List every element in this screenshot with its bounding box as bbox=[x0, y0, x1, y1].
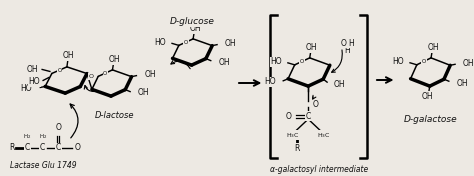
Text: H: H bbox=[348, 39, 354, 48]
Text: H: H bbox=[345, 46, 350, 55]
Text: O: O bbox=[313, 100, 319, 109]
Text: $\mathregular{H_3C}$: $\mathregular{H_3C}$ bbox=[286, 131, 300, 140]
Text: C: C bbox=[306, 112, 311, 121]
Text: O: O bbox=[340, 39, 346, 48]
Text: $\mathregular{H_2}$: $\mathregular{H_2}$ bbox=[23, 132, 31, 141]
Text: O: O bbox=[300, 59, 304, 64]
Text: OH: OH bbox=[144, 70, 156, 79]
Text: HO: HO bbox=[155, 38, 166, 47]
Text: O: O bbox=[55, 123, 61, 132]
Text: OH: OH bbox=[63, 51, 75, 60]
Text: $\mathregular{H_3C}$: $\mathregular{H_3C}$ bbox=[317, 131, 330, 140]
Text: O: O bbox=[89, 74, 94, 79]
Text: HO: HO bbox=[392, 57, 404, 66]
Text: $\mathregular{H_2}$: $\mathregular{H_2}$ bbox=[38, 132, 47, 141]
Text: OH: OH bbox=[427, 43, 439, 52]
Text: O: O bbox=[422, 59, 426, 64]
Text: C: C bbox=[25, 143, 30, 152]
Text: OH: OH bbox=[219, 58, 230, 67]
Text: O: O bbox=[75, 143, 81, 152]
Text: R: R bbox=[294, 144, 299, 153]
Text: α-galactosyl intermediate: α-galactosyl intermediate bbox=[270, 165, 368, 174]
Text: HO: HO bbox=[20, 84, 32, 93]
Text: OH: OH bbox=[463, 59, 474, 68]
Text: HO: HO bbox=[264, 77, 275, 86]
Text: C: C bbox=[55, 143, 61, 152]
Text: O: O bbox=[103, 71, 108, 76]
Text: C: C bbox=[40, 143, 46, 152]
Text: OH: OH bbox=[306, 43, 318, 52]
Text: OH: OH bbox=[138, 88, 149, 97]
Text: OH: OH bbox=[109, 55, 120, 64]
Text: HO: HO bbox=[271, 57, 282, 66]
Text: R: R bbox=[9, 143, 14, 152]
Text: OH: OH bbox=[225, 39, 237, 48]
Text: HO: HO bbox=[28, 77, 40, 86]
Text: OH: OH bbox=[334, 80, 346, 89]
Text: Lactase Glu 1749: Lactase Glu 1749 bbox=[9, 161, 76, 169]
Text: O: O bbox=[184, 40, 188, 45]
Text: D-glucose: D-glucose bbox=[170, 17, 215, 27]
Text: OH: OH bbox=[189, 24, 201, 33]
Text: OH: OH bbox=[456, 79, 468, 88]
Text: O: O bbox=[286, 112, 292, 121]
Text: D-galactose: D-galactose bbox=[403, 115, 457, 124]
Text: OH: OH bbox=[422, 92, 434, 101]
Text: D-lactose: D-lactose bbox=[95, 111, 135, 120]
Text: OH: OH bbox=[27, 65, 38, 74]
Text: O: O bbox=[57, 68, 62, 73]
